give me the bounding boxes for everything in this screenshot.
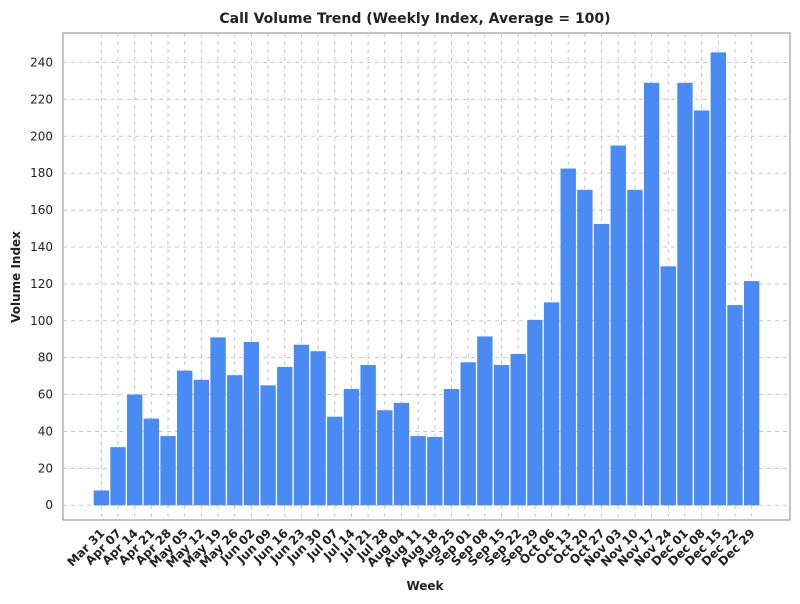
- y-tick-label: 80: [38, 351, 53, 365]
- y-tick-label: 0: [45, 498, 53, 512]
- bar: [110, 447, 126, 506]
- bar: [93, 490, 110, 506]
- bar: [160, 436, 176, 506]
- y-tick-label: 200: [30, 129, 53, 143]
- y-tick-label: 240: [30, 56, 53, 70]
- bar: [643, 82, 660, 506]
- bar: [527, 319, 543, 506]
- y-tick-label: 60: [38, 388, 53, 402]
- bar: [143, 418, 160, 506]
- bar: [427, 436, 443, 506]
- bar: [460, 362, 476, 506]
- bar: [477, 336, 493, 506]
- bar: [393, 402, 410, 506]
- bar: [277, 366, 293, 506]
- y-tick-label: 180: [30, 166, 53, 180]
- bar: [210, 337, 226, 506]
- y-tick-label: 40: [38, 424, 53, 438]
- bar: [260, 385, 276, 506]
- bar: [727, 305, 743, 506]
- y-tick-label: 160: [30, 203, 53, 217]
- bar: [327, 416, 343, 506]
- bar: [577, 189, 593, 506]
- bar: [293, 344, 310, 506]
- bar: [660, 266, 676, 506]
- bar: [560, 168, 576, 506]
- bar: [310, 351, 326, 506]
- bar: [243, 341, 260, 506]
- bar: [677, 82, 693, 506]
- bar: [510, 353, 526, 506]
- bar: [693, 110, 710, 506]
- bar: [543, 302, 560, 506]
- y-tick-label: 220: [30, 92, 53, 106]
- y-tick-label: 140: [30, 240, 53, 254]
- y-tick-label: 20: [38, 461, 53, 475]
- bar: [227, 375, 243, 506]
- bar: [493, 365, 510, 506]
- bar: [743, 281, 760, 506]
- bar: [193, 379, 210, 506]
- bar: [177, 370, 193, 506]
- bar: [410, 436, 426, 506]
- plot-frame: [62, 32, 791, 521]
- bar: [127, 394, 143, 506]
- y-axis-label: Volume Index: [9, 231, 23, 323]
- y-tick-label: 100: [30, 314, 53, 328]
- y-tick-label: 120: [30, 277, 53, 291]
- bar: [610, 145, 626, 506]
- bar: [710, 52, 726, 506]
- chart-title: Call Volume Trend (Weekly Index, Average…: [219, 11, 610, 27]
- bar: [593, 223, 610, 506]
- x-axis-label: Week: [406, 579, 444, 593]
- bar: [343, 389, 360, 506]
- bar: [443, 389, 460, 506]
- bar: [360, 365, 376, 506]
- bar: [627, 189, 643, 506]
- bar: [377, 410, 393, 506]
